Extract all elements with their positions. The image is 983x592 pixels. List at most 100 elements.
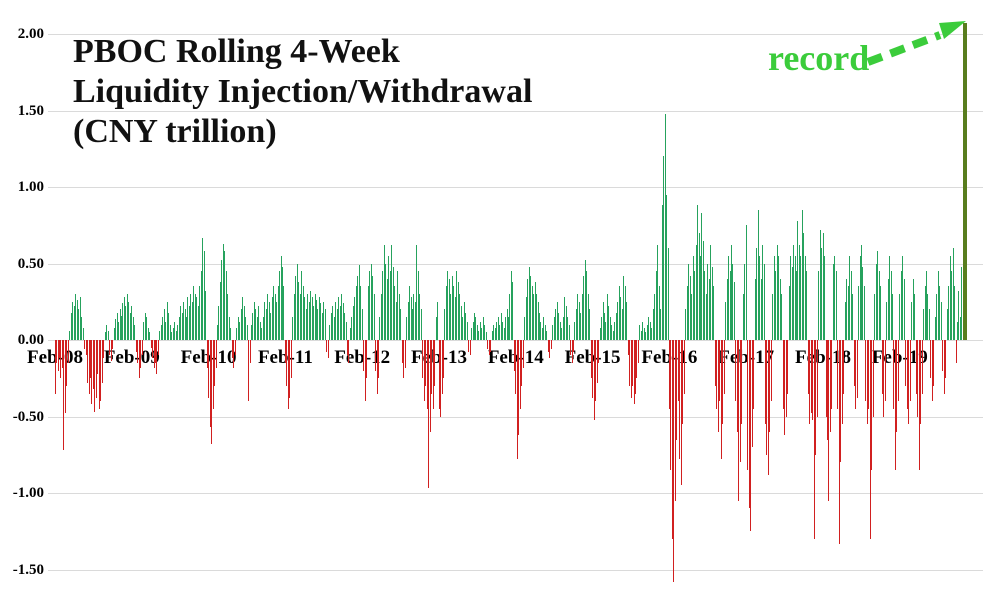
bar-negative [513, 340, 515, 371]
bar-positive [181, 312, 183, 340]
bar-positive [372, 275, 374, 340]
bar-positive [649, 321, 651, 340]
bar-positive [844, 301, 846, 341]
bar-negative [633, 340, 635, 405]
bar-positive [725, 301, 727, 341]
bar-negative [422, 340, 424, 379]
bar-negative [443, 340, 444, 379]
bar-positive [502, 321, 503, 340]
bar-negative [215, 340, 217, 368]
bar-positive [180, 306, 181, 340]
bar-positive [834, 255, 836, 340]
bar-positive [355, 286, 357, 340]
bar-negative [894, 340, 896, 470]
bar-positive [534, 281, 536, 340]
bar-negative [719, 340, 721, 402]
bar-positive [168, 312, 170, 340]
bar-positive [106, 324, 108, 340]
bar-negative [893, 340, 895, 409]
bar-positive [252, 312, 254, 340]
bar-negative [366, 340, 368, 379]
bar-positive [478, 330, 480, 340]
bar-positive [537, 301, 539, 341]
bar-negative [769, 340, 771, 432]
bar-negative [150, 340, 152, 348]
bar-negative [572, 340, 574, 353]
bar-negative [750, 340, 752, 532]
bar-positive [394, 286, 396, 340]
bar-positive [661, 205, 663, 340]
chart-title: PBOC Rolling 4-Week Liquidity Injection/… [73, 32, 532, 152]
bar-positive [186, 317, 187, 340]
bar-positive [313, 306, 314, 340]
bar-positive [259, 321, 261, 340]
bar-negative [735, 340, 737, 402]
bar-negative [637, 340, 639, 363]
bar-positive [125, 306, 127, 340]
bar-positive [936, 294, 938, 340]
bar-positive [961, 266, 963, 340]
x-axis-label: Feb-12 [334, 347, 391, 368]
bar-positive [416, 245, 418, 340]
bar-positive [183, 301, 184, 341]
bar-positive [237, 317, 239, 340]
bar-negative [519, 340, 521, 409]
bar-positive [652, 309, 654, 340]
bar-positive [465, 312, 467, 340]
bar-negative [942, 340, 944, 371]
bar-positive [330, 312, 332, 340]
y-axis-label: 0.50 [17, 256, 44, 272]
bar-positive [305, 309, 307, 340]
bar-positive [555, 309, 557, 340]
bar-positive [299, 294, 301, 340]
bar-positive [583, 275, 585, 340]
bar-positive [608, 306, 610, 340]
y-axis-label: -1.50 [12, 562, 44, 578]
bar-positive [323, 301, 325, 341]
bar-positive [191, 301, 193, 341]
bar-positive [663, 156, 664, 340]
bar-positive [759, 255, 760, 340]
bar-positive [763, 263, 765, 340]
bar-positive [386, 278, 388, 340]
bar-negative [570, 340, 571, 356]
bar-negative [931, 340, 933, 402]
bar-positive [533, 294, 534, 340]
bar-negative [468, 340, 470, 353]
bar-positive [354, 297, 356, 340]
bar-negative [66, 340, 68, 386]
bar-positive [923, 309, 924, 340]
bar-negative [363, 340, 365, 371]
bar-negative [67, 340, 69, 363]
bar-positive [657, 245, 659, 340]
bar-positive [217, 324, 218, 340]
bar-positive [75, 294, 77, 340]
bar-positive [163, 309, 165, 340]
bar-positive [850, 271, 852, 340]
bar-negative [141, 340, 143, 356]
bar-negative [58, 340, 60, 359]
bar-negative [717, 340, 719, 432]
bar-positive [689, 275, 691, 340]
bar-positive [642, 321, 644, 340]
bar-positive [79, 297, 81, 340]
bar-negative [112, 340, 114, 350]
bar-positive [187, 297, 189, 340]
bar-positive [336, 309, 338, 340]
bar-positive [304, 297, 306, 340]
bar-negative [157, 340, 159, 356]
bar-positive [122, 303, 124, 340]
bar-positive [370, 263, 372, 340]
bar-positive [951, 271, 952, 340]
bar-positive [643, 327, 645, 340]
bar-positive [113, 327, 115, 340]
bar-negative [206, 340, 208, 368]
bar-negative [785, 340, 787, 417]
bar-negative [720, 340, 722, 460]
bar-positive [552, 324, 554, 340]
chart-title-line2: Liquidity Injection/Withdrawal [73, 73, 533, 110]
bar-positive [70, 312, 72, 340]
bar-positive [939, 286, 941, 340]
gridline [48, 570, 983, 571]
bar-positive [601, 317, 602, 340]
